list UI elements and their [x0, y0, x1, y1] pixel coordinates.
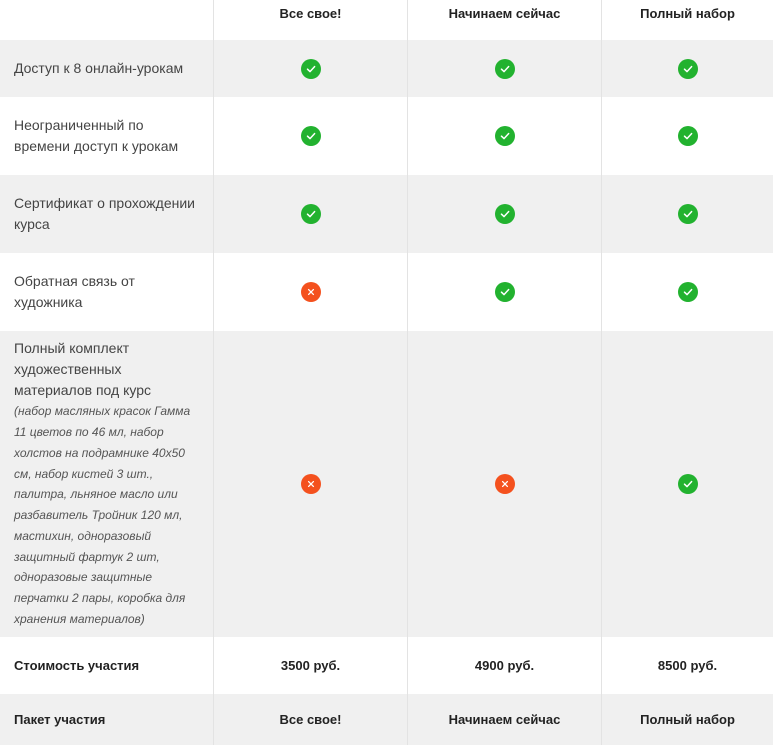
check-circle-icon — [494, 126, 515, 146]
cross-circle-icon — [300, 474, 321, 494]
check-circle-icon — [494, 204, 515, 224]
feature-value — [602, 331, 773, 637]
plan-header-2: Начинаем сейчас — [408, 0, 602, 40]
check-circle-icon — [677, 126, 698, 146]
cross-circle-icon — [300, 282, 321, 302]
cross-circle-icon — [494, 474, 515, 494]
plan-header-1: Все свое! — [214, 0, 408, 40]
feature-value — [408, 175, 602, 253]
plan-header-3: Полный набор — [602, 0, 773, 40]
feature-label: Доступ к 8 онлайн-урокам — [0, 40, 214, 97]
feature-value — [408, 331, 602, 637]
check-circle-icon — [677, 282, 698, 302]
feature-label: Обратная связь от художника — [0, 253, 214, 331]
check-circle-icon — [300, 58, 321, 79]
header-empty-cell — [0, 0, 214, 40]
feature-value — [408, 253, 602, 331]
feature-note: (набор масляных красок Гамма 11 цветов п… — [14, 404, 191, 627]
feature-value — [214, 97, 408, 175]
feature-text: Сертификат о прохождении курса — [14, 195, 195, 232]
feature-value — [214, 40, 408, 97]
check-circle-icon — [494, 282, 515, 302]
feature-text: Полный комплект художественных материало… — [14, 340, 152, 399]
feature-label: Неограниченный по времени доступ к урока… — [0, 97, 214, 175]
price-value-1: 3500 руб. — [214, 637, 408, 694]
feature-value — [214, 175, 408, 253]
price-value-3: 8500 руб. — [602, 637, 773, 694]
feature-value — [602, 40, 773, 97]
check-circle-icon — [677, 474, 698, 494]
package-name-1: Все свое! — [214, 694, 408, 745]
feature-text: Обратная связь от художника — [14, 273, 135, 310]
feature-value — [602, 253, 773, 331]
check-circle-icon — [677, 204, 698, 224]
price-label: Стоимость участия — [0, 637, 214, 694]
feature-label: Сертификат о прохождении курса — [0, 175, 214, 253]
feature-text: Доступ к 8 онлайн-урокам — [14, 60, 184, 76]
feature-label: Полный комплект художественных материало… — [0, 331, 214, 637]
feature-value — [214, 331, 408, 637]
package-name-2: Начинаем сейчас — [408, 694, 602, 745]
price-value-2: 4900 руб. — [408, 637, 602, 694]
feature-value — [602, 175, 773, 253]
feature-value — [602, 97, 773, 175]
feature-value — [408, 97, 602, 175]
feature-value — [408, 40, 602, 97]
package-name-3: Полный набор — [602, 694, 773, 745]
check-circle-icon — [494, 58, 515, 79]
feature-value — [214, 253, 408, 331]
check-circle-icon — [300, 204, 321, 224]
check-circle-icon — [300, 126, 321, 146]
feature-text: Неограниченный по времени доступ к урока… — [14, 117, 179, 154]
check-circle-icon — [677, 58, 698, 79]
package-label: Пакет участия — [0, 694, 214, 745]
